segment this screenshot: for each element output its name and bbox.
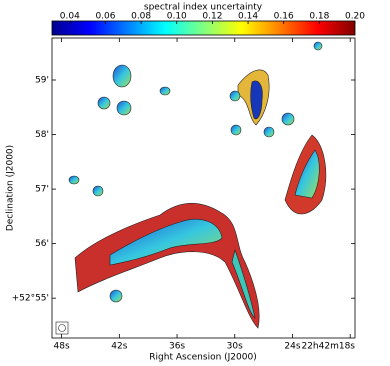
- structure: [112, 64, 132, 88]
- structure: [109, 289, 123, 303]
- colorbar-tick-label: 0.10: [167, 12, 187, 22]
- structure: [250, 80, 263, 120]
- structure: [159, 86, 171, 96]
- structure: [229, 90, 241, 102]
- colorbar-tick-label: 0.08: [131, 12, 151, 22]
- structure: [281, 112, 295, 126]
- colorbar-tick-label: 0.16: [274, 12, 294, 22]
- colorbar: [51, 20, 356, 36]
- x-tick-label: 22h42m18s: [301, 342, 355, 352]
- x-tick-label: 36s: [169, 342, 185, 352]
- colorbar-tick-label: 0.14: [238, 12, 258, 22]
- colorbar-tick-label: 0.18: [309, 12, 329, 22]
- structure: [313, 41, 323, 51]
- y-tick-label: 57': [35, 185, 49, 195]
- structure: [92, 185, 104, 197]
- colorbar-tick-label: 0.06: [95, 12, 115, 22]
- colorbar-title: spectral index uncertainty: [144, 3, 263, 13]
- structure: [263, 126, 275, 138]
- structure: [68, 175, 80, 185]
- structure: [116, 100, 132, 116]
- x-tick-label: 48s: [54, 342, 70, 352]
- y-tick-label: 58': [35, 130, 49, 140]
- x-tick-label: 30s: [227, 342, 243, 352]
- colorbar-tick-label: 0.12: [202, 12, 222, 22]
- structure: [231, 248, 256, 319]
- beam: [58, 324, 66, 332]
- structure: [97, 96, 111, 110]
- colorbar-tick-label: 0.20: [345, 12, 365, 22]
- structure: [230, 124, 242, 136]
- y-tick-label: +52°55': [12, 294, 49, 304]
- x-tick-label: 42s: [111, 342, 127, 352]
- x-axis-label: Right Ascension (J2000): [149, 353, 256, 363]
- y-axis-label: Declination (J2000): [6, 145, 16, 231]
- image: [55, 41, 327, 335]
- structure: [109, 218, 223, 266]
- y-tick-label: 56': [35, 239, 49, 249]
- y-tick-label: 59': [35, 76, 49, 86]
- colorbar-tick-label: 0.04: [60, 12, 80, 22]
- structure: [294, 149, 320, 199]
- x-tick-label: 24s: [284, 342, 300, 352]
